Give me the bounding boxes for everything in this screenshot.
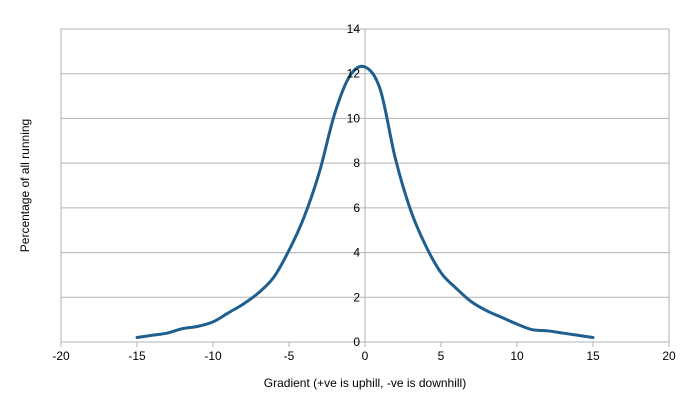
x-tick-label: 15 <box>586 349 600 363</box>
x-tick-label: 20 <box>662 349 676 363</box>
x-tick-label: -5 <box>284 349 295 363</box>
y-tick-label: 12 <box>347 67 361 81</box>
y-tick-label: 8 <box>353 156 360 170</box>
x-axis-title: Gradient (+ve is uphill, -ve is downhill… <box>264 376 466 390</box>
x-tick-label: -15 <box>128 349 146 363</box>
x-tick-label: -20 <box>52 349 70 363</box>
y-tick-label: 4 <box>353 246 360 260</box>
series-line <box>135 64 595 340</box>
x-tick-label: 0 <box>362 349 369 363</box>
y-tick-label: 6 <box>353 201 360 215</box>
y-axis-title: Percentage of all running <box>18 119 32 252</box>
y-tick-label: 2 <box>353 290 360 304</box>
x-tick-label: -10 <box>204 349 222 363</box>
x-tick-label: 10 <box>510 349 524 363</box>
y-tick-label: 14 <box>347 22 361 36</box>
y-tick-label: 0 <box>353 335 360 349</box>
x-tick-label: 5 <box>438 349 445 363</box>
y-tick-label: 10 <box>347 111 361 125</box>
